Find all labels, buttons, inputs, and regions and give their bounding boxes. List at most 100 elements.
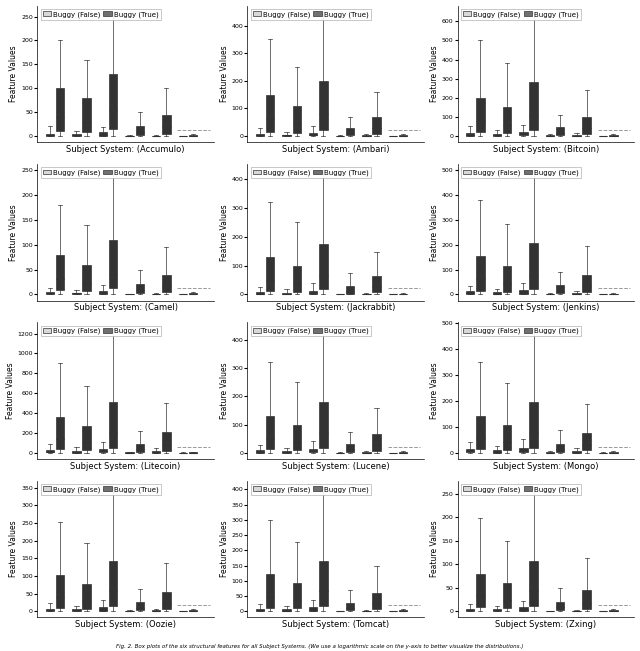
PathPatch shape [582,275,591,292]
PathPatch shape [556,602,564,610]
PathPatch shape [282,609,291,611]
PathPatch shape [162,115,170,133]
PathPatch shape [529,243,538,289]
Y-axis label: Feature Values: Feature Values [430,363,439,419]
PathPatch shape [572,135,580,136]
Y-axis label: Feature Values: Feature Values [430,204,439,260]
PathPatch shape [292,583,301,609]
PathPatch shape [56,255,64,290]
PathPatch shape [309,607,317,611]
PathPatch shape [83,264,91,292]
PathPatch shape [399,452,407,453]
PathPatch shape [556,444,564,452]
PathPatch shape [519,132,527,135]
PathPatch shape [292,105,301,133]
Legend: Buggy (False), Buggy (True): Buggy (False), Buggy (True) [251,167,371,178]
PathPatch shape [45,450,54,452]
PathPatch shape [519,448,527,452]
PathPatch shape [309,133,317,135]
PathPatch shape [45,292,54,294]
PathPatch shape [282,451,291,452]
PathPatch shape [466,609,474,611]
PathPatch shape [502,583,511,608]
PathPatch shape [519,607,527,611]
PathPatch shape [466,449,474,452]
PathPatch shape [109,402,117,448]
PathPatch shape [292,266,301,292]
PathPatch shape [109,74,117,129]
X-axis label: Subject System: (Bitcoin): Subject System: (Bitcoin) [493,145,599,154]
PathPatch shape [372,117,381,134]
PathPatch shape [136,444,144,452]
PathPatch shape [609,610,618,611]
PathPatch shape [256,134,264,136]
PathPatch shape [529,83,538,130]
PathPatch shape [99,607,108,611]
PathPatch shape [99,132,108,135]
X-axis label: Subject System: (Accumulo): Subject System: (Accumulo) [67,145,185,154]
PathPatch shape [529,561,538,606]
PathPatch shape [346,445,354,452]
Legend: Buggy (False), Buggy (True): Buggy (False), Buggy (True) [461,326,581,337]
PathPatch shape [493,450,501,452]
X-axis label: Subject System: (Oozie): Subject System: (Oozie) [75,620,176,629]
PathPatch shape [502,424,511,450]
PathPatch shape [136,284,144,294]
PathPatch shape [136,602,144,611]
PathPatch shape [266,574,275,607]
Y-axis label: Feature Values: Feature Values [430,46,439,102]
PathPatch shape [266,416,275,449]
PathPatch shape [572,451,580,452]
Y-axis label: Feature Values: Feature Values [6,363,15,419]
PathPatch shape [572,293,580,294]
PathPatch shape [256,292,264,294]
PathPatch shape [399,135,407,136]
Legend: Buggy (False), Buggy (True): Buggy (False), Buggy (True) [40,484,161,495]
PathPatch shape [292,424,301,450]
Y-axis label: Feature Values: Feature Values [220,521,228,577]
X-axis label: Subject System: (Jackrabbit): Subject System: (Jackrabbit) [276,303,396,312]
PathPatch shape [582,433,591,450]
Y-axis label: Feature Values: Feature Values [220,363,228,419]
PathPatch shape [282,135,291,136]
PathPatch shape [372,434,381,450]
X-axis label: Subject System: (Lucene): Subject System: (Lucene) [282,462,390,471]
X-axis label: Subject System: (Camel): Subject System: (Camel) [74,303,177,312]
PathPatch shape [493,134,501,136]
X-axis label: Subject System: (Ambari): Subject System: (Ambari) [282,145,390,154]
PathPatch shape [83,584,91,609]
Legend: Buggy (False), Buggy (True): Buggy (False), Buggy (True) [461,167,581,178]
X-axis label: Subject System: (Jenkins): Subject System: (Jenkins) [492,303,600,312]
Text: Fig. 2. Box plots of the six structural features for all Subject Systems. (We us: Fig. 2. Box plots of the six structural … [116,644,524,649]
PathPatch shape [529,402,538,448]
PathPatch shape [493,292,501,294]
PathPatch shape [56,417,64,449]
PathPatch shape [309,449,317,452]
PathPatch shape [556,128,564,135]
PathPatch shape [99,291,108,294]
Legend: Buggy (False), Buggy (True): Buggy (False), Buggy (True) [461,484,581,495]
X-axis label: Subject System: (Zxing): Subject System: (Zxing) [495,620,596,629]
PathPatch shape [519,290,527,294]
Y-axis label: Feature Values: Feature Values [430,521,439,577]
PathPatch shape [266,257,275,291]
PathPatch shape [72,293,81,294]
PathPatch shape [372,593,381,609]
Legend: Buggy (False), Buggy (True): Buggy (False), Buggy (True) [40,167,161,178]
PathPatch shape [83,98,91,132]
PathPatch shape [152,451,161,452]
PathPatch shape [346,603,354,610]
Legend: Buggy (False), Buggy (True): Buggy (False), Buggy (True) [251,9,371,20]
PathPatch shape [466,133,474,135]
PathPatch shape [466,292,474,294]
PathPatch shape [266,94,275,132]
Y-axis label: Feature Values: Feature Values [10,204,19,260]
X-axis label: Subject System: (Mongo): Subject System: (Mongo) [493,462,599,471]
PathPatch shape [582,117,591,133]
PathPatch shape [346,286,354,294]
PathPatch shape [256,450,264,452]
PathPatch shape [502,107,511,133]
PathPatch shape [372,277,381,292]
PathPatch shape [109,561,117,606]
PathPatch shape [319,402,328,448]
